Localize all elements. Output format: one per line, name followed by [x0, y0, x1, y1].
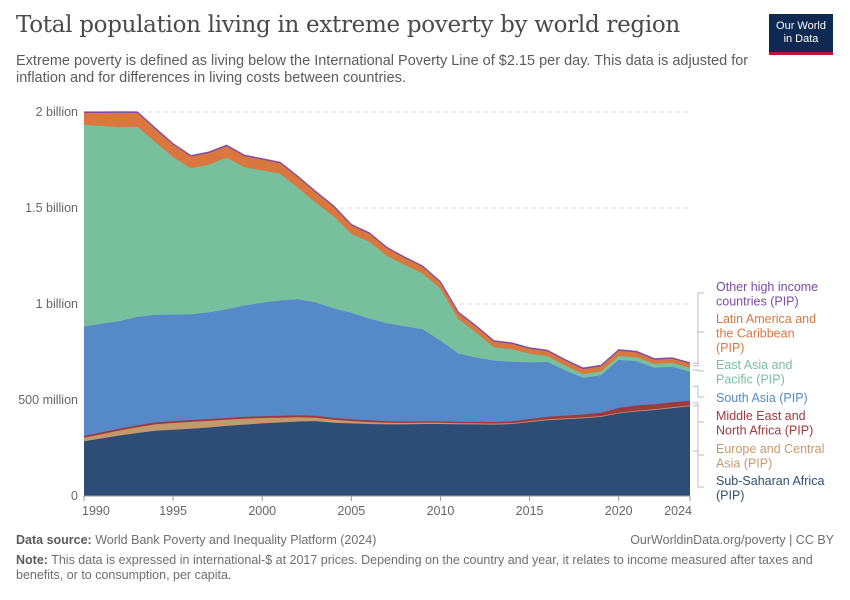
legend-connector	[693, 405, 704, 456]
legend-label-line: North Africa (PIP)	[716, 424, 813, 438]
data-source-label: Data source:	[16, 533, 92, 547]
y-tick-label: 1 billion	[36, 297, 78, 311]
x-tick-label: 2015	[516, 504, 544, 518]
y-tick-label: 500 million	[18, 393, 78, 407]
x-tick-label: 1990	[82, 504, 110, 518]
y-tick-label: 0	[71, 489, 78, 503]
note-label: Note:	[16, 553, 48, 567]
owid-logo[interactable]: Our World in Data	[769, 14, 833, 55]
y-tick-label: 2 billion	[36, 105, 78, 119]
legend-connector	[693, 369, 704, 372]
area-series-4	[84, 124, 690, 378]
chart-subtitle: Extreme poverty is defined as living bel…	[16, 53, 749, 86]
note-text: This data is expressed in international-…	[16, 553, 813, 582]
logo-line-1: Our World	[776, 20, 826, 32]
x-tick-label: 2010	[427, 504, 455, 518]
legend-label-line: Sub-Saharan Africa	[716, 474, 824, 488]
x-tick-label: 2020	[605, 504, 633, 518]
y-tick-label: 1.5 billion	[25, 201, 78, 215]
x-tick-label: 2024	[664, 504, 692, 518]
legend-label-line: Europe and Central	[716, 442, 824, 456]
data-source: Data source: World Bank Poverty and Ineq…	[16, 533, 376, 547]
note: Note: This data is expressed in internat…	[16, 553, 834, 583]
legend-connector	[693, 450, 704, 488]
x-tick-label: 2000	[248, 504, 276, 518]
legend-label-line: South Asia (PIP)	[716, 391, 808, 405]
x-tick-label: 2005	[337, 504, 365, 518]
area-series-3	[84, 299, 690, 436]
legend-label-line: Asia (PIP)	[716, 457, 772, 471]
legend-connector	[693, 292, 704, 364]
legend-label-line: the Caribbean	[716, 327, 795, 341]
legend-label-line: Pacific (PIP)	[716, 373, 785, 387]
chart-title: Total population living in extreme pover…	[16, 12, 680, 38]
legend-label-line: Middle East and	[716, 409, 806, 423]
x-tick-label: 1995	[159, 504, 187, 518]
legend-label: South Asia (PIP)	[716, 391, 808, 405]
logo-line-2: in Data	[783, 33, 819, 45]
legend-label-line: East Asia and	[716, 358, 792, 372]
data-source-text: World Bank Poverty and Inequality Platfo…	[95, 533, 377, 547]
legend-connector	[693, 385, 704, 398]
stacked-area-chart: 0 500 million 1 billion 1.5 billion 2 billio…	[18, 105, 824, 518]
legend-label-line: countries (PIP)	[716, 295, 799, 309]
area-series-0	[84, 406, 690, 496]
legend-connector	[693, 331, 704, 367]
footer: Data source: World Bank Poverty and Ineq…	[16, 533, 834, 583]
legend-label: Other high income countries (PIP)	[716, 280, 818, 309]
legend-label-line: Latin America and	[716, 312, 816, 326]
legend-label-line: Other high income	[716, 280, 818, 294]
legend-label: Europe and Central Asia (PIP)	[716, 442, 824, 471]
legend-label: East Asia and Pacific (PIP)	[716, 358, 792, 387]
legend-label-line: (PIP)	[716, 341, 744, 355]
legend-label: Latin America and the Caribbean (PIP)	[716, 312, 816, 355]
legend-label: Middle East and North Africa (PIP)	[716, 409, 813, 438]
legend-label-line: (PIP)	[716, 489, 744, 503]
area-series-edge-6	[84, 111, 691, 369]
source-link[interactable]: OurWorldinData.org/poverty | CC BY	[630, 533, 834, 547]
legend-label: Sub-Saharan Africa (PIP)	[716, 474, 824, 503]
